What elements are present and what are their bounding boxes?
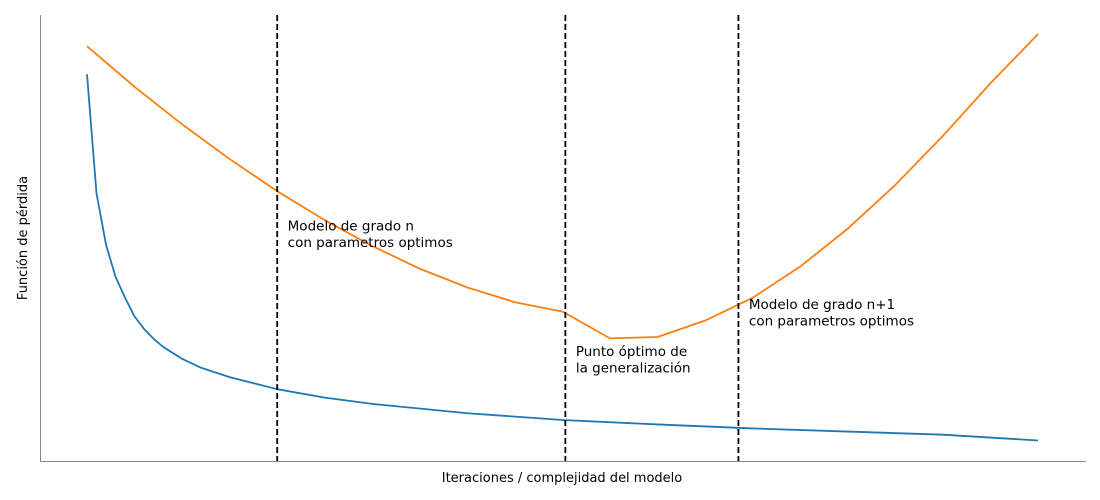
vertical-markers xyxy=(276,15,740,461)
annotation-1-line-2: con parametros optimos xyxy=(288,235,453,251)
annotations: Modelo de grado n con parametros optimosP… xyxy=(288,218,914,376)
plot-area: Modelo de grado n con parametros optimosP… xyxy=(86,15,1039,461)
annotation-3-line-2: con parametros optimos xyxy=(749,313,914,329)
series-line-2 xyxy=(86,33,1039,340)
annotation-3: Modelo de grado n+1 con parametros optimo… xyxy=(749,297,914,330)
annotation-2: Punto óptimo de la generalización xyxy=(576,344,691,377)
x-axis-label: Iteraciones / complejidad del modelo xyxy=(442,471,683,486)
annotation-3-line-1: Modelo de grado n+1 xyxy=(749,297,895,313)
annotation-2-line-1: Punto óptimo de xyxy=(576,344,687,360)
annotation-1: Modelo de grado n con parametros optimos xyxy=(288,218,453,251)
series-lines xyxy=(86,33,1039,442)
annotation-2-line-2: la generalización xyxy=(576,361,691,377)
y-axis-label: Función de pérdida xyxy=(16,176,31,300)
annotation-1-line-1: Modelo de grado n xyxy=(288,218,414,234)
series-line-1 xyxy=(86,74,1039,442)
